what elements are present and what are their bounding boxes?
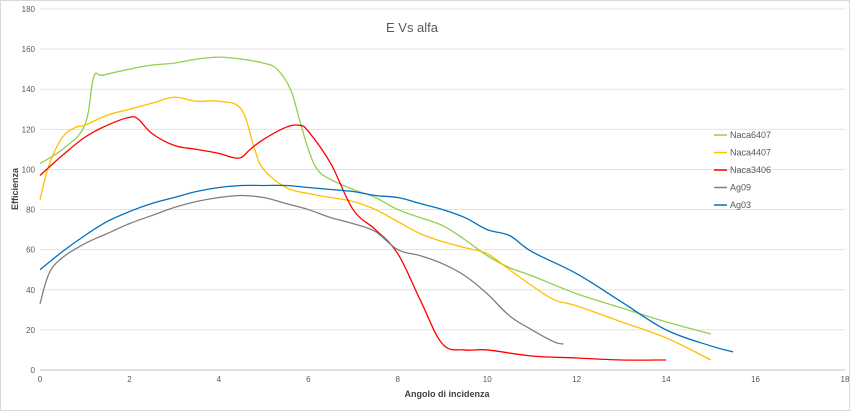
- y-tick-label-80: 80: [26, 206, 35, 215]
- y-axis-title: Efficienza: [10, 167, 20, 210]
- series-line-naca4407: [39, 96, 712, 361]
- y-tick-label-120: 120: [22, 125, 36, 134]
- legend-label-ag09: Ag09: [730, 183, 751, 193]
- x-tick-label-12: 12: [572, 375, 581, 384]
- chart-title: E Vs alfa: [386, 20, 439, 35]
- y-tick-label-100: 100: [22, 165, 36, 174]
- axis-layer: 0 20 40 60 80 100 120 140 160 180 0 2 4 6 8 10 12 14 16 18: [22, 5, 850, 384]
- y-tick-label-0: 0: [31, 366, 36, 375]
- x-tick-label-4: 4: [217, 375, 222, 384]
- legend-label-naca6407: Naca6407: [730, 130, 771, 140]
- y-tick-label-180: 180: [22, 5, 36, 14]
- y-tick-label-160: 160: [22, 45, 36, 54]
- series-line-ag09: [39, 194, 564, 345]
- series-line-naca3406: [39, 116, 667, 361]
- series-layer: [39, 56, 734, 361]
- legend-label-naca3406: Naca3406: [730, 165, 771, 175]
- legend-label-ag03: Ag03: [730, 200, 751, 210]
- x-tick-label-8: 8: [396, 375, 401, 384]
- x-tick-label-16: 16: [751, 375, 760, 384]
- legend-label-naca4407: Naca4407: [730, 148, 771, 158]
- x-axis-title: Angolo di incidenza: [405, 389, 491, 399]
- x-tick-label-14: 14: [662, 375, 671, 384]
- y-tick-label-140: 140: [22, 85, 36, 94]
- series-line-naca6407: [39, 56, 711, 335]
- x-tick-label-6: 6: [306, 375, 311, 384]
- y-tick-label-40: 40: [26, 286, 35, 295]
- x-tick-label-2: 2: [127, 375, 132, 384]
- series-line-ag03: [39, 184, 734, 353]
- y-tick-label-60: 60: [26, 246, 35, 255]
- legend: Naca6407 Naca4407 Naca3406 Ag09 Ag03: [714, 130, 771, 210]
- x-tick-label-10: 10: [483, 375, 492, 384]
- x-tick-label-18: 18: [841, 375, 850, 384]
- grid-layer: [40, 8, 845, 371]
- x-tick-label-0: 0: [38, 375, 43, 384]
- y-tick-label-20: 20: [26, 326, 35, 335]
